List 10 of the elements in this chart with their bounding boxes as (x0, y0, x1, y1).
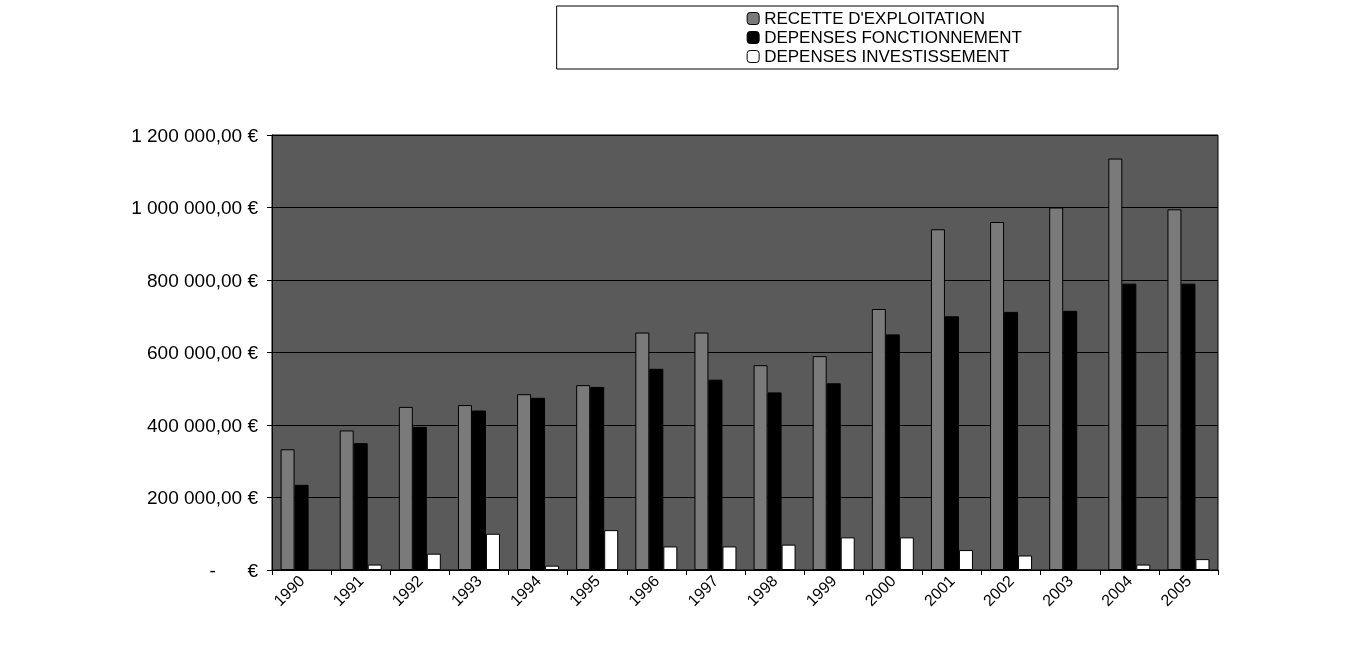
y-tick-label: 200 000,00 € (147, 487, 259, 508)
legend-label: DEPENSES FONCTIONNEMENT (764, 28, 1022, 47)
legend-label: DEPENSES INVESTISSEMENT (764, 47, 1010, 66)
y-tick-label: 800 000,00 € (147, 269, 259, 291)
y-tick-label: 1 200 000,00 € (131, 124, 259, 146)
y-tick-label: 600 000,00 € (147, 342, 259, 363)
legend-label: RECETTE D'EXPLOITATION (764, 9, 985, 28)
y-tick-label: 1 000 000,00 € (131, 197, 259, 218)
y-tick-label: - € (209, 559, 259, 581)
y-tick-label: 400 000,00 € (147, 414, 259, 436)
